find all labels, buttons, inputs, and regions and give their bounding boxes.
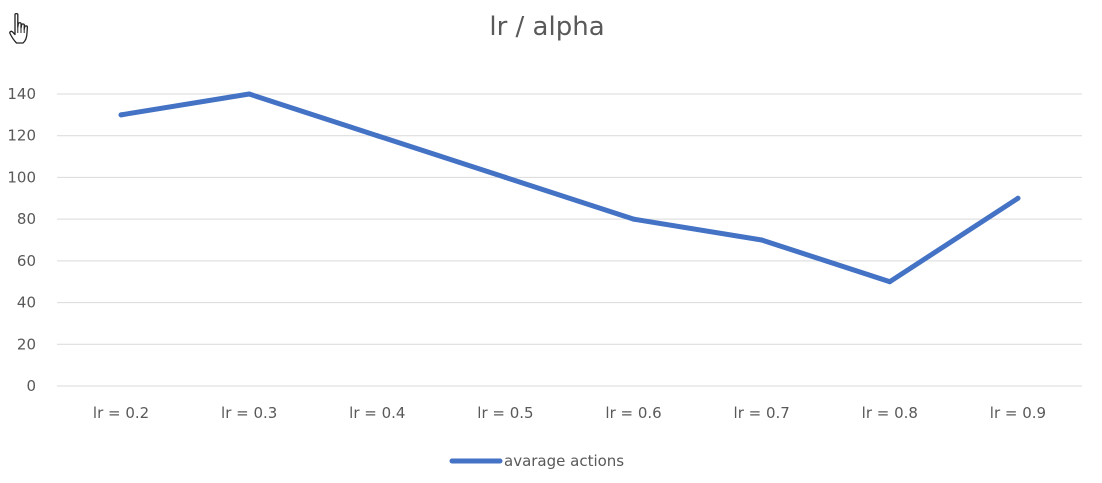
data-point xyxy=(1015,195,1021,201)
data-point xyxy=(502,174,508,180)
y-tick-label: 0 xyxy=(26,377,36,395)
chart-title: lr / alpha xyxy=(489,12,604,42)
x-tick-label: lr = 0.6 xyxy=(605,404,661,422)
series-layer xyxy=(118,91,1021,285)
y-tick-label: 120 xyxy=(7,127,36,145)
y-tick-label: 140 xyxy=(7,85,36,103)
y-tick-label: 40 xyxy=(17,294,36,312)
data-point xyxy=(887,279,893,285)
y-tick-label: 80 xyxy=(17,210,36,228)
legend: avarage actions xyxy=(449,452,624,470)
y-tick-label: 20 xyxy=(17,335,36,353)
data-point xyxy=(118,112,124,118)
data-point xyxy=(246,91,252,97)
data-point xyxy=(631,216,637,222)
gridlines xyxy=(57,93,1082,387)
x-axis-ticks: lr = 0.2 lr = 0.3 lr = 0.4 lr = 0.5 lr = 0.6… xyxy=(93,404,1046,422)
x-tick-label: lr = 0.8 xyxy=(862,404,918,422)
series-line xyxy=(118,91,1021,285)
x-tick-label: lr = 0.5 xyxy=(477,404,533,422)
data-point xyxy=(759,237,765,243)
y-tick-label: 60 xyxy=(17,252,36,270)
y-tick-label: 100 xyxy=(7,168,36,186)
hand-pointer-icon xyxy=(9,12,29,44)
legend-label: avarage actions xyxy=(504,452,624,470)
y-axis-ticks: 0 20 40 60 80 100 120 140 xyxy=(7,85,36,395)
data-point xyxy=(374,133,380,139)
x-tick-label: lr = 0.4 xyxy=(349,404,405,422)
x-tick-label: lr = 0.3 xyxy=(221,404,277,422)
x-tick-label: lr = 0.9 xyxy=(990,404,1046,422)
x-tick-label: lr = 0.7 xyxy=(734,404,790,422)
x-tick-label: lr = 0.2 xyxy=(93,404,149,422)
